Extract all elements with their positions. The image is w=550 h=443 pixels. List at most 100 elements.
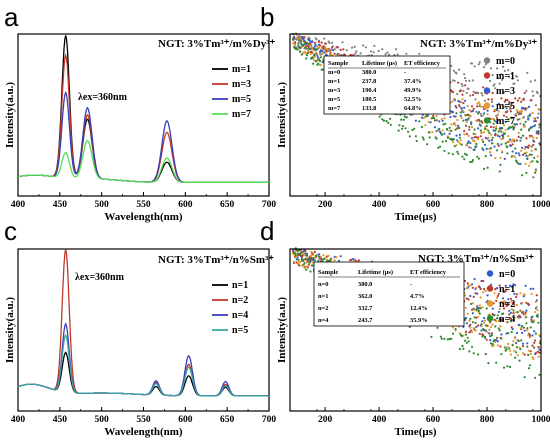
data-point <box>457 140 460 144</box>
data-point <box>464 306 468 309</box>
data-point <box>470 126 474 129</box>
data-point <box>473 148 476 151</box>
data-point <box>318 59 322 63</box>
data-point <box>534 332 538 335</box>
data-point <box>483 321 486 324</box>
data-point <box>461 84 464 87</box>
data-point <box>449 115 452 119</box>
data-point <box>466 142 469 145</box>
data-point <box>312 58 316 62</box>
x-tick-label: 700 <box>262 415 277 425</box>
data-point <box>311 48 314 51</box>
data-point <box>534 124 537 127</box>
data-point <box>474 145 477 148</box>
data-point <box>527 334 530 337</box>
data-point <box>500 138 503 141</box>
data-point <box>499 336 502 340</box>
data-point <box>536 350 539 353</box>
data-point <box>456 92 459 96</box>
data-point <box>507 332 510 335</box>
data-point <box>478 332 481 335</box>
data-point <box>512 283 515 286</box>
data-point <box>517 131 520 135</box>
data-point <box>345 49 348 52</box>
data-point <box>496 133 499 136</box>
data-point <box>470 284 473 287</box>
data-point <box>524 311 527 314</box>
data-point <box>484 136 487 140</box>
data-point <box>506 152 509 155</box>
data-point <box>469 114 472 117</box>
data-point <box>302 40 305 43</box>
y-axis-title: Intensity(a.u.) <box>4 82 16 148</box>
data-point <box>494 157 497 160</box>
x-tick-label: 1000 <box>532 415 550 425</box>
data-point <box>489 133 493 136</box>
data-point <box>473 278 476 281</box>
data-point <box>475 325 478 329</box>
data-point <box>297 262 300 265</box>
data-point <box>502 124 506 127</box>
data-point <box>488 147 491 151</box>
data-point <box>314 43 317 46</box>
data-point <box>450 64 453 67</box>
data-point <box>527 154 530 157</box>
data-point <box>339 255 342 258</box>
data-point <box>501 150 504 153</box>
data-point <box>516 111 519 114</box>
data-point <box>423 116 426 119</box>
data-point <box>486 331 489 334</box>
data-point <box>476 307 479 310</box>
x-tick-label: 800 <box>480 415 495 425</box>
data-point <box>521 310 525 314</box>
data-point <box>333 259 336 262</box>
data-point <box>523 147 526 151</box>
data-point <box>525 301 528 304</box>
data-point <box>511 301 514 304</box>
data-point <box>318 257 322 260</box>
table-header: Sample <box>318 269 338 276</box>
data-point <box>527 146 530 149</box>
data-point <box>483 127 487 130</box>
data-point <box>514 356 517 359</box>
data-point <box>445 140 448 143</box>
table-header: ET efficiency <box>404 60 441 67</box>
x-tick-label: 400 <box>11 415 26 425</box>
data-point <box>491 323 494 326</box>
data-point <box>464 316 468 320</box>
data-point <box>526 329 529 332</box>
data-point <box>527 353 530 356</box>
legend-entry: m=0 <box>496 56 515 67</box>
data-point <box>378 115 381 118</box>
data-point <box>440 118 443 121</box>
data-point <box>526 71 529 74</box>
data-point <box>537 345 540 349</box>
data-point <box>496 67 499 70</box>
data-point <box>468 331 471 334</box>
data-point <box>477 138 480 141</box>
table-cell: - <box>404 69 406 76</box>
data-point <box>470 137 474 140</box>
data-point <box>508 284 512 287</box>
data-point <box>306 252 309 255</box>
data-point <box>470 308 474 311</box>
data-point <box>458 347 461 351</box>
data-point <box>447 152 450 155</box>
legend-entry: n=5 <box>232 325 248 336</box>
data-point <box>510 285 513 288</box>
data-point <box>511 138 514 141</box>
legend-entry: n=1 <box>232 280 248 291</box>
plot-title: NGT: 3%Tm³⁺/m%Dy³⁺ <box>158 38 275 50</box>
x-tick-label: 600 <box>178 415 193 425</box>
data-point <box>372 51 375 54</box>
data-point <box>503 346 506 349</box>
data-point <box>448 126 451 129</box>
table-cell: m=7 <box>328 105 341 112</box>
data-point <box>497 102 500 105</box>
data-point <box>301 252 304 255</box>
data-point <box>384 53 387 56</box>
data-point <box>520 136 523 139</box>
data-point <box>490 117 493 120</box>
data-point <box>326 48 329 51</box>
data-point <box>467 134 470 137</box>
